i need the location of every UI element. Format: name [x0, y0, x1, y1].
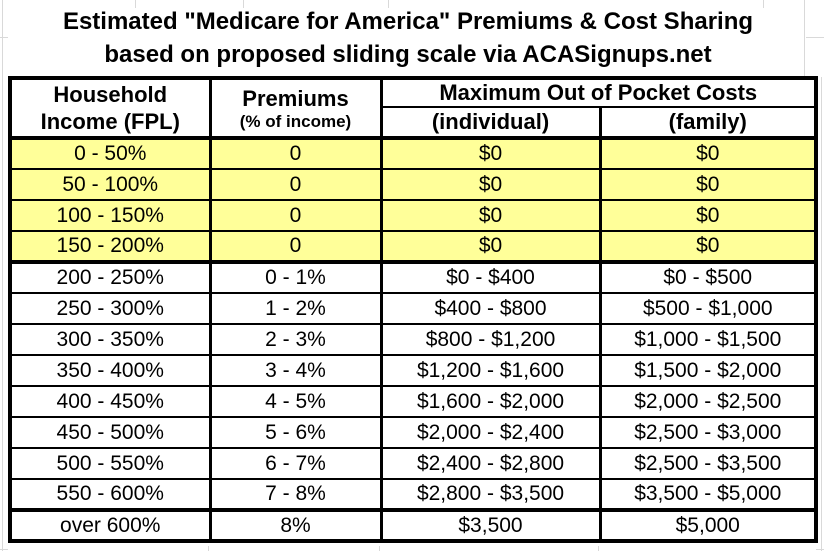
cell-household-income: 500 - 550% [8, 447, 212, 480]
gridline [804, 0, 805, 76]
cell-household-income: 450 - 500% [8, 416, 212, 449]
cell-household-income: over 600% [8, 508, 212, 542]
cell-household-income: 50 - 100% [8, 168, 212, 201]
table-row: 500 - 550% 6 - 7% $2,400 - $2,800 $2,500… [8, 447, 818, 480]
table-row: 550 - 600% 7 - 8% $2,800 - $3,500 $3,500… [8, 478, 818, 511]
cell-household-income: 300 - 350% [8, 323, 212, 356]
gridline [816, 549, 824, 550]
cell-moop-individual: $0 - $400 [379, 260, 602, 294]
cell-moop-family: $2,000 - $2,500 [598, 385, 818, 418]
gridline [135, 0, 136, 8]
cell-premium: 4 - 5% [208, 385, 383, 418]
cell-moop-individual: $2,400 - $2,800 [379, 447, 602, 480]
cell-premium: 3 - 4% [208, 354, 383, 387]
cell-premium: 7 - 8% [208, 478, 383, 511]
cell-premium: 0 [208, 199, 383, 232]
cell-moop-family: $5,000 [598, 508, 818, 542]
cell-premium: 8% [208, 508, 383, 542]
table-row: over 600% 8% $3,500 $5,000 [8, 508, 818, 542]
cell-moop-family: $0 - $500 [598, 260, 818, 294]
cell-household-income: 250 - 300% [8, 292, 212, 325]
premiums-cost-sharing-table: Household Income (FPL) Premiums (% of in… [8, 76, 818, 543]
cell-moop-individual: $1,600 - $2,000 [379, 385, 602, 418]
cell-household-income: 400 - 450% [8, 385, 212, 418]
cell-moop-individual: $400 - $800 [379, 292, 602, 325]
table-row: 350 - 400% 3 - 4% $1,200 - $1,600 $1,500… [8, 354, 818, 387]
cell-moop-individual: $0 [379, 230, 602, 263]
cell-premium: 0 [208, 136, 383, 170]
cell-household-income: 550 - 600% [8, 478, 212, 511]
table-row: 100 - 150% 0 $0 $0 [8, 199, 818, 232]
cell-moop-family: $0 [598, 230, 818, 263]
header-individual: (individual) [379, 106, 602, 139]
table-body: 0 - 50% 0 $0 $0 50 - 100% 0 $0 $0 100 - … [8, 136, 818, 542]
header-household-income: Household Income (FPL) [8, 77, 212, 139]
cell-moop-individual: $3,500 [379, 508, 602, 542]
cell-moop-individual: $2,000 - $2,400 [379, 416, 602, 449]
gridline [763, 0, 764, 8]
header-max-out-of-pocket: Maximum Out of Pocket Costs [379, 77, 818, 108]
table-title: Estimated "Medicare for America" Premium… [8, 5, 808, 71]
cell-moop-individual: $2,800 - $3,500 [379, 478, 602, 511]
cell-moop-individual: $0 [379, 199, 602, 232]
cell-moop-individual: $800 - $1,200 [379, 323, 602, 356]
table-row: 300 - 350% 2 - 3% $800 - $1,200 $1,000 -… [8, 323, 818, 356]
cell-moop-family: $0 [598, 168, 818, 201]
header-family: (family) [598, 106, 818, 139]
table-row: 200 - 250% 0 - 1% $0 - $400 $0 - $500 [8, 260, 818, 294]
table-row: 150 - 200% 0 $0 $0 [8, 230, 818, 263]
gridline [598, 546, 599, 551]
gridline [379, 546, 380, 551]
cell-moop-individual: $0 [379, 168, 602, 201]
cell-premium: 0 [208, 230, 383, 263]
cell-moop-family: $1,000 - $1,500 [598, 323, 818, 356]
gridline [388, 0, 389, 8]
gridline [208, 546, 209, 551]
table-header: Household Income (FPL) Premiums (% of in… [8, 77, 818, 139]
cell-moop-individual: $1,200 - $1,600 [379, 354, 602, 387]
header-household-income-line2: Income (FPL) [40, 109, 180, 134]
cell-premium: 1 - 2% [208, 292, 383, 325]
cell-premium: 0 - 1% [208, 260, 383, 294]
cell-moop-family: $1,500 - $2,000 [598, 354, 818, 387]
gridline [0, 549, 8, 550]
header-premiums-line2: (% of income) [239, 111, 352, 131]
title-line-2: based on proposed sliding scale via ACAS… [104, 41, 712, 68]
table-row: 450 - 500% 5 - 6% $2,000 - $2,400 $2,500… [8, 416, 818, 449]
cell-moop-family: $3,500 - $5,000 [598, 478, 818, 511]
table-row: 400 - 450% 4 - 5% $1,600 - $2,000 $2,000… [8, 385, 818, 418]
cell-moop-individual: $0 [379, 136, 602, 170]
header-premiums-line1: Premiums [242, 85, 349, 111]
cell-household-income: 0 - 50% [8, 136, 212, 170]
gridline [2, 0, 3, 551]
cell-household-income: 200 - 250% [8, 260, 212, 294]
cell-premium: 6 - 7% [208, 447, 383, 480]
gridline [821, 77, 822, 551]
cell-premium: 5 - 6% [208, 416, 383, 449]
table-row: 250 - 300% 1 - 2% $400 - $800 $500 - $1,… [8, 292, 818, 325]
cell-moop-family: $0 [598, 199, 818, 232]
cell-moop-family: $2,500 - $3,500 [598, 447, 818, 480]
header-household-income-line1: Household [53, 82, 168, 107]
cell-premium: 0 [208, 168, 383, 201]
cell-household-income: 100 - 150% [8, 199, 212, 232]
cell-household-income: 150 - 200% [8, 230, 212, 263]
header-premiums: Premiums (% of income) [208, 77, 383, 139]
gridline [806, 37, 824, 38]
cell-moop-family: $500 - $1,000 [598, 292, 818, 325]
title-line-1: Estimated "Medicare for America" Premium… [62, 8, 754, 35]
cell-premium: 2 - 3% [208, 323, 383, 356]
cell-household-income: 350 - 400% [8, 354, 212, 387]
cell-moop-family: $0 [598, 136, 818, 170]
gridline [243, 0, 244, 8]
cell-moop-family: $2,500 - $3,000 [598, 416, 818, 449]
gridline [0, 37, 8, 38]
table-row: 0 - 50% 0 $0 $0 [8, 136, 818, 170]
table-row: 50 - 100% 0 $0 $0 [8, 168, 818, 201]
